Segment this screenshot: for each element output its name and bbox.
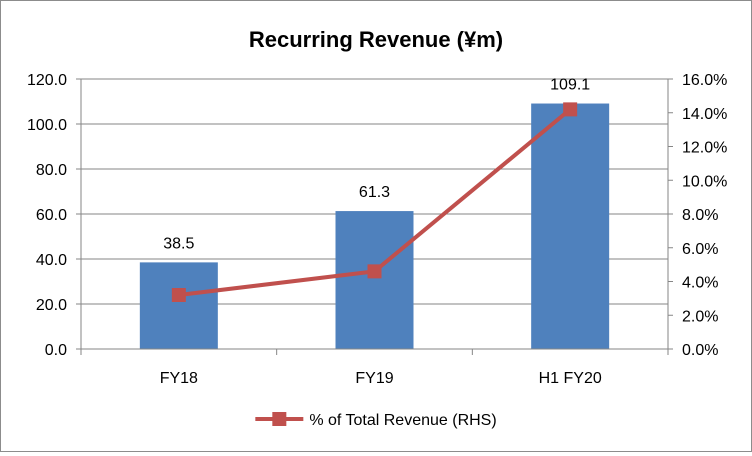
- left-axis-tick-label: 20.0: [36, 297, 67, 314]
- left-axis-tick-label: 40.0: [36, 252, 67, 269]
- left-axis-ticks: 0.0 20.0 40.0 60.0 80.0 100.0 120.0: [27, 72, 81, 359]
- right-axis-tick-label: 12.0%: [682, 140, 727, 157]
- bar-data-label: 38.5: [163, 235, 194, 252]
- chart-title: Recurring Revenue (¥m): [249, 27, 503, 52]
- legend-entry-pct-total-revenue: % of Total Revenue (RHS): [309, 412, 496, 429]
- line-point: [171, 288, 186, 302]
- x-axis-tick-label: FY19: [355, 370, 393, 387]
- right-axis-tick-label: 16.0%: [682, 72, 727, 89]
- bar-data-label: 61.3: [359, 184, 390, 201]
- x-axis-tick-label: H1 FY20: [539, 370, 602, 387]
- line-series: [171, 102, 578, 302]
- line-point: [367, 264, 382, 279]
- right-axis-ticks: 0.0% 2.0% 4.0% 6.0% 8.0% 10.0% 12.0% 14.0% 16.0%: [668, 72, 727, 359]
- right-axis-tick-label: 2.0%: [682, 308, 718, 325]
- right-axis-tick-label: 6.0%: [682, 241, 718, 258]
- left-axis-tick-label: 80.0: [36, 162, 67, 179]
- legend-marker-swatch: [272, 412, 287, 426]
- legend: % of Total Revenue (RHS): [255, 412, 497, 429]
- right-axis-tick-label: 4.0%: [682, 275, 718, 292]
- right-axis-tick-label: 8.0%: [682, 207, 718, 224]
- right-axis-tick-label: 14.0%: [682, 106, 727, 123]
- bar: [531, 103, 610, 350]
- x-axis-ticks: FY18 FY19 H1 FY20: [80, 349, 669, 387]
- bar: [139, 262, 218, 349]
- left-axis-tick-label: 60.0: [36, 207, 67, 224]
- left-axis-tick-label: 100.0: [27, 117, 67, 134]
- bar-series: [139, 103, 610, 350]
- left-axis-tick-label: 0.0: [45, 342, 67, 359]
- bar: [335, 211, 414, 349]
- right-axis-tick-label: 0.0%: [682, 342, 718, 359]
- data-labels: 38.5 61.3 109.1: [163, 77, 590, 253]
- left-axis-tick-label: 120.0: [27, 72, 67, 89]
- right-axis-tick-label: 10.0%: [682, 173, 727, 190]
- x-axis-tick-label: FY18: [160, 370, 198, 387]
- line-point: [563, 102, 578, 117]
- bar-data-label: 109.1: [550, 77, 590, 94]
